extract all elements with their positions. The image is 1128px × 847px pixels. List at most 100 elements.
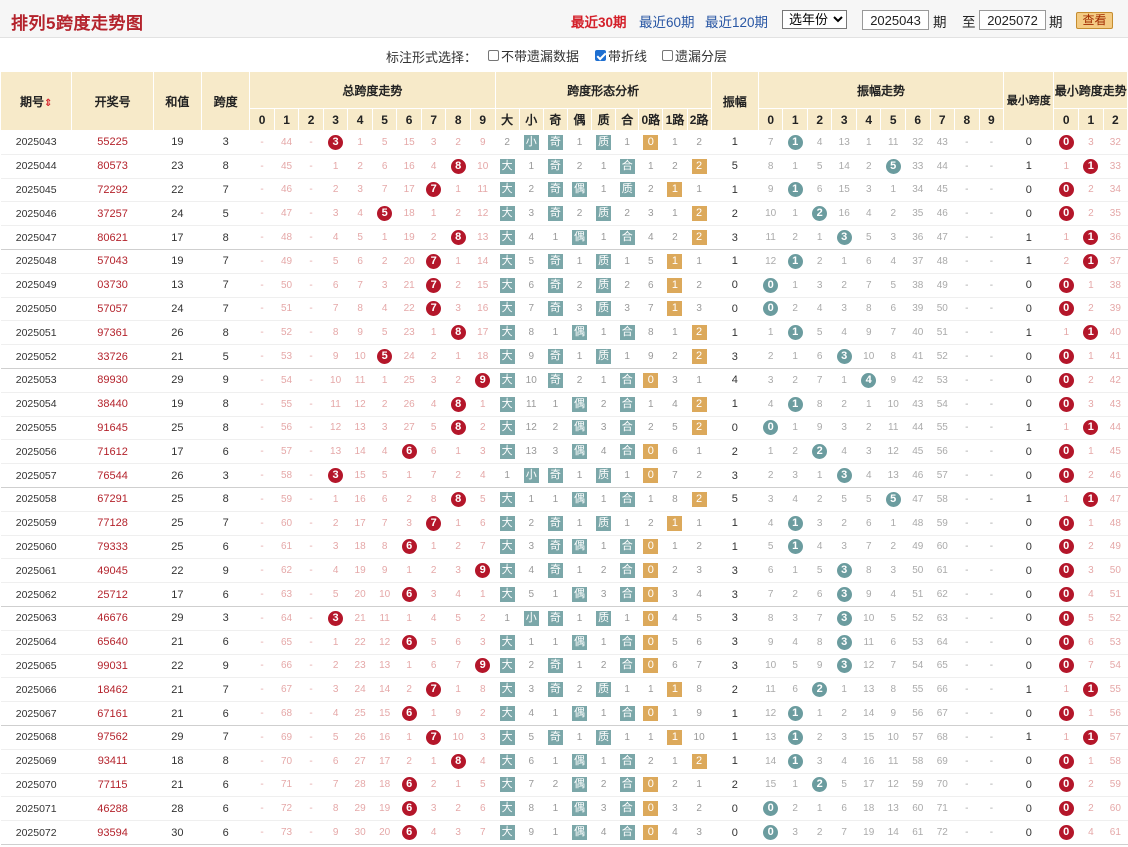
shape-header: 大 [494, 108, 520, 131]
min-hit: 0 [1053, 511, 1079, 536]
period-cell: 2025047 [0, 225, 72, 250]
span-cell: 6 [201, 630, 250, 655]
year-select[interactable]: 选年份 [782, 10, 847, 29]
amp-omission: 1 [856, 392, 881, 417]
shape-tag: 质 [596, 134, 612, 150]
span-omission: 15 [347, 463, 373, 488]
shape-hit: 合 [615, 368, 639, 393]
number-cell: 91645 [71, 416, 154, 441]
amp-omission: 3 [758, 487, 783, 512]
amp-omission: 10 [856, 606, 881, 631]
amp-omission: 1 [782, 344, 808, 369]
min-hit: 0 [1053, 439, 1079, 465]
amplitude-cell: 1 [711, 535, 759, 560]
route-hit: 2 [687, 154, 712, 179]
period-cell: 2025066 [0, 677, 72, 703]
option-with-line-label: 带折线 [608, 49, 648, 64]
col-period[interactable]: 期号⇕ [0, 71, 73, 131]
shape-tag: 质 [596, 682, 612, 698]
shape-omission: 3 [687, 558, 712, 584]
span-omission: - [249, 154, 275, 179]
min-omission: 46 [1103, 463, 1128, 488]
option-omission-layer[interactable]: 遗漏分层 [662, 46, 727, 65]
span-omission: 9 [323, 820, 348, 845]
number-cell: 99031 [71, 654, 154, 679]
range-recent-120-link[interactable]: 最近120期 [705, 15, 769, 30]
shape-tag: 合 [619, 444, 635, 460]
shape-omission: 6 [519, 749, 544, 774]
span-omission: 1 [372, 225, 397, 250]
amp-omission: 56 [930, 439, 955, 465]
span-hit: 3 [323, 130, 348, 155]
span-cell: 6 [201, 820, 250, 845]
to-period-label: 期 [1049, 15, 1063, 30]
min-span-cell: 0 [1003, 630, 1054, 655]
span-omission: 1 [396, 558, 422, 584]
min-omission: 61 [1103, 820, 1128, 845]
number-cell: 33726 [71, 344, 154, 369]
shape-omission: 4 [519, 225, 544, 250]
amp-ball: 4 [861, 372, 877, 388]
min-ball: 1 [1083, 253, 1099, 269]
shape-omission: 1 [591, 225, 616, 250]
amp-omission: 4 [831, 749, 857, 774]
route-tag: 0 [643, 634, 659, 650]
option-no-omission[interactable]: 不带遗漏数据 [488, 46, 579, 65]
span-omission: 1 [445, 249, 471, 274]
shape-tag: 合 [619, 230, 635, 246]
span-omission: 3 [347, 178, 373, 203]
min-ball: 0 [1058, 706, 1074, 722]
amp-omission: 4 [782, 487, 808, 512]
start-period-input[interactable] [862, 10, 929, 30]
min-hit: 0 [1053, 344, 1079, 369]
table-row: 2025054 38440 19 8-55-11 12 2 26 4 8 1 大 11 1 偶 2 合 1 4 2 1… [0, 392, 1128, 417]
span-omission: - [249, 511, 275, 536]
sort-arrows-icon[interactable]: ⇕ [44, 97, 53, 109]
shape-hit: 大 [495, 273, 520, 298]
amplitude-cell: 3 [711, 654, 759, 679]
shape-tag: 大 [499, 325, 515, 341]
span-omission: 9 [323, 344, 348, 369]
amp-omission: 2 [782, 796, 808, 822]
range-recent-60-link[interactable]: 最近60期 [639, 15, 695, 30]
option-omission-layer-label: 遗漏分层 [675, 49, 728, 64]
amp-omission: 8 [856, 297, 881, 322]
amp-omission: 5 [807, 558, 832, 584]
checkbox-omission-layer[interactable] [662, 50, 673, 61]
amp-omission: 56 [905, 701, 931, 726]
span-omission: - [298, 439, 324, 465]
range-recent-30-link[interactable]: 最近30期 [571, 15, 627, 30]
span-omission: 46 [274, 178, 299, 203]
shape-hit: 偶 [567, 535, 592, 560]
option-with-line[interactable]: 带折线 [595, 46, 647, 65]
amp-ball: 3 [836, 230, 852, 246]
span-omission: 1 [372, 368, 397, 393]
checkbox-with-line[interactable] [595, 50, 606, 61]
query-button[interactable]: 查看 [1076, 12, 1113, 29]
amp-omission: 3 [831, 725, 857, 750]
table-row: 2025063 46676 29 3-64-3 21 11 1 4 5 2 1 小奇 1 质 1 0 4 5 3 8 3… [0, 606, 1128, 631]
amp-omission: - [979, 487, 1004, 512]
span-omission: 27 [347, 749, 373, 774]
shape-tag: 质 [596, 206, 612, 222]
period-cell: 2025051 [0, 320, 72, 346]
span-omission: 17 [396, 178, 422, 203]
shape-tag: 大 [499, 706, 515, 722]
amplitude-cell: 2 [711, 439, 759, 465]
shape-omission: 7 [519, 773, 544, 798]
route-hit: 0 [638, 606, 663, 631]
table-row: 2025043 55225 19 3-44-3 1 5 15 3 2 9 2 小奇 1 质 1 0 1 2 1 7 1 4… [0, 130, 1128, 155]
table-row: 2025060 79333 25 6-61-3 18 8 6 1 2 7 大 3 奇偶 1 合 0 1 2 1 5 1 4… [0, 535, 1128, 560]
span-omission: 3 [445, 558, 471, 584]
end-period-input[interactable] [979, 10, 1046, 30]
col-min-span: 最小跨度 [1003, 71, 1055, 131]
amp-omission: 3 [782, 820, 808, 845]
shape-omission: 8 [519, 796, 544, 822]
checkbox-no-omission[interactable] [488, 50, 499, 61]
min-ball: 0 [1058, 563, 1074, 579]
table-row: 2025068 97562 29 7-69-5 26 16 1 7 10 3 大 5 奇 1 质 1 1 1 10 1… [0, 725, 1128, 750]
sum-cell: 25 [153, 511, 202, 536]
amp-omission: - [954, 654, 980, 679]
span-omission: 2 [347, 154, 373, 179]
amp-omission: 1 [782, 273, 808, 298]
